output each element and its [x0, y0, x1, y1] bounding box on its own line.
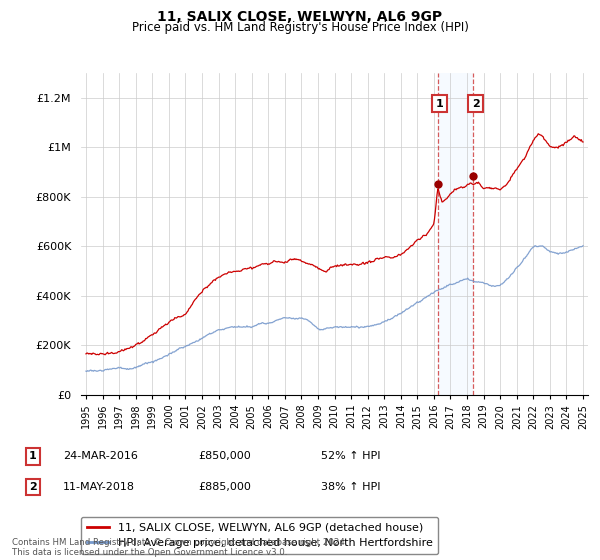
Text: £885,000: £885,000	[198, 482, 251, 492]
Text: 2: 2	[472, 99, 479, 109]
Legend: 11, SALIX CLOSE, WELWYN, AL6 9GP (detached house), HPI: Average price, detached : 11, SALIX CLOSE, WELWYN, AL6 9GP (detach…	[81, 517, 438, 554]
Text: 1: 1	[436, 99, 443, 109]
Bar	[438, 73, 473, 395]
Text: 11-MAY-2018: 11-MAY-2018	[63, 482, 135, 492]
Text: 1: 1	[29, 451, 37, 461]
Text: Contains HM Land Registry data © Crown copyright and database right 2024.
This d: Contains HM Land Registry data © Crown c…	[12, 538, 347, 557]
Text: £850,000: £850,000	[198, 451, 251, 461]
Text: 2: 2	[29, 482, 37, 492]
Text: 52% ↑ HPI: 52% ↑ HPI	[321, 451, 380, 461]
Text: Price paid vs. HM Land Registry's House Price Index (HPI): Price paid vs. HM Land Registry's House …	[131, 21, 469, 34]
Text: 24-MAR-2016: 24-MAR-2016	[63, 451, 138, 461]
Text: 38% ↑ HPI: 38% ↑ HPI	[321, 482, 380, 492]
Text: 11, SALIX CLOSE, WELWYN, AL6 9GP: 11, SALIX CLOSE, WELWYN, AL6 9GP	[157, 10, 443, 24]
